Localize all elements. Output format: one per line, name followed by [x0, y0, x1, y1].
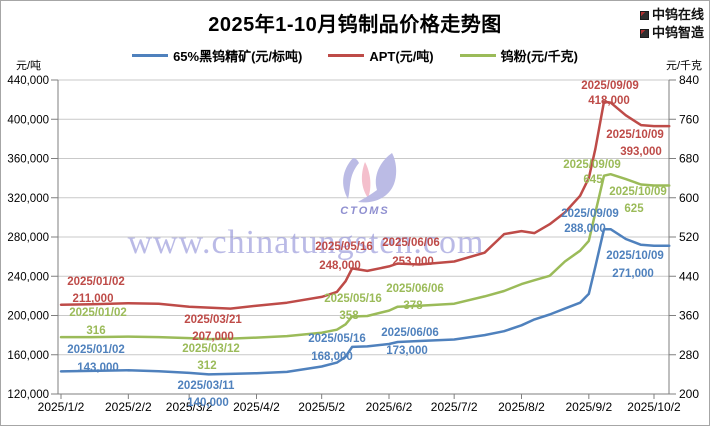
annotation-date: 2025/03/21: [184, 314, 242, 326]
annotation-date: 2025/01/02: [67, 276, 125, 288]
y-axis-tick-label: 120,000: [7, 389, 49, 401]
y-axis-tick-label: 320,000: [7, 193, 49, 205]
left-axis-unit: 元/吨: [16, 60, 42, 72]
y-axis-tick-label: 680: [679, 152, 699, 166]
annotation-date: 2025/06/06: [381, 327, 439, 339]
annotation-date: 2025/03/11: [178, 380, 236, 392]
annotation-date: 2025/01/02: [67, 344, 125, 356]
annotation-date: 2025/09/09: [561, 208, 619, 220]
legend-item-ore: 65%黑钨精矿(元/标吨): [132, 46, 302, 65]
legend-item-powder: 钨粉(元/千克): [459, 46, 578, 65]
annotation-value: 358: [339, 310, 359, 322]
annotation-date: 2025/06/06: [382, 237, 440, 249]
right-axis-unit: 元/千克: [666, 60, 703, 72]
annotation-value: 393,000: [620, 146, 662, 158]
x-axis-tick-label: 2025/10/2: [627, 400, 681, 414]
y-axis-tick-label: 240,000: [7, 271, 49, 283]
series-line-0: [59, 227, 671, 376]
annotation-date: 2025/05/16: [324, 293, 382, 305]
legend-line-swatch-ore: [132, 54, 169, 57]
y-axis-tick-label: 840: [679, 73, 699, 87]
annotation-date: 2025/10/09: [606, 250, 664, 262]
x-axis-tick-label: 2025/6/2: [366, 400, 413, 414]
annotation-date: 2025/06/06: [386, 283, 444, 295]
annotation-value: 645: [583, 174, 603, 186]
annotation-date: 2025/05/16: [308, 333, 366, 345]
annotation-date: 2025/09/09: [563, 159, 621, 171]
annotation-value: 168,000: [311, 351, 353, 363]
y-axis-tick-label: 520: [679, 230, 699, 244]
annotation-value: 140,000: [187, 397, 229, 409]
x-axis-tick-label: 2025/5/2: [298, 400, 345, 414]
x-axis-tick-label: 2025/7/2: [431, 400, 478, 414]
watermark-logo: CTOMS: [340, 153, 397, 217]
y-axis-tick-label: 600: [679, 191, 699, 205]
annotation-value: 288,000: [564, 223, 606, 235]
series-line-2: [59, 172, 671, 341]
legend-item-apt: APT(元/吨): [328, 46, 434, 65]
y-axis-tick-label: 360: [679, 309, 699, 323]
x-axis-tick-label: 2025/1/2: [38, 400, 85, 414]
annotation-value: 253,000: [392, 256, 434, 268]
annotation-date: 2025/10/09: [606, 129, 664, 141]
annotation-date: 2025/09/09: [581, 80, 639, 92]
brand-link-ctia[interactable]: 中钨在线: [639, 6, 704, 24]
legend-line-swatch-powder: [459, 54, 496, 57]
annotation-value: 211,000: [73, 293, 114, 305]
y-axis-tick-label: 440,000: [7, 75, 49, 87]
legend-label: 65%黑钨精矿(元/标吨): [173, 49, 303, 64]
y-axis-tick-label: 360,000: [7, 154, 49, 166]
legend-label: 钨粉(元/千克): [500, 49, 578, 64]
legend-line-swatch-apt: [328, 54, 365, 57]
x-axis-tick-label: 2025/9/2: [565, 400, 612, 414]
annotation-value: 207,000: [192, 331, 234, 343]
annotation-value: 316: [86, 325, 105, 337]
watermark-logo-right-swoosh: [358, 153, 397, 203]
legend-label: APT(元/吨): [369, 49, 434, 64]
brand-links: 中钨在线 中钨智造: [639, 6, 704, 42]
annotation-value: 173,000: [386, 345, 428, 357]
watermark-logo-left-swoosh: [343, 158, 359, 199]
annotation-date: 2025/05/16: [315, 241, 373, 253]
y-axis-tick-label: 200: [679, 387, 699, 401]
brand-link-ctoms[interactable]: 中钨智造: [639, 24, 704, 42]
brand-label: 中钨智造: [651, 25, 704, 40]
y-axis-tick-label: 400,000: [7, 114, 49, 126]
y-axis-tick-label: 440: [679, 269, 699, 283]
annotation-date: 2025/10/09: [609, 186, 667, 198]
annotation-value: 625: [624, 203, 644, 215]
x-axis-tick-label: 2025/4/2: [233, 400, 280, 414]
y-axis-tick-label: 280: [679, 348, 699, 362]
annotation-value: 418,000: [588, 95, 630, 107]
y-axis-tick-label: 160,000: [7, 350, 49, 362]
watermark-text: www.chinatungsten.com: [128, 224, 485, 261]
chart-title: 2025年1-10月钨制品价格走势图: [208, 14, 502, 36]
annotation-date: 2025/03/12: [182, 343, 240, 355]
annotation-date: 2025/01/02: [69, 307, 127, 319]
brand-label: 中钨在线: [651, 7, 704, 22]
annotation-value: 271,000: [612, 268, 654, 280]
annotation-value: 378: [403, 300, 423, 312]
series-line-1: [59, 100, 671, 310]
chart-legend: 65%黑钨精矿(元/标吨) APT(元/吨) 钨粉(元/千克): [1, 46, 709, 65]
annotation-value: 248,000: [319, 260, 361, 272]
ctoms-favicon-icon: [639, 28, 649, 38]
x-axis-tick-label: 2025/8/2: [498, 400, 545, 414]
y-axis-tick-label: 280,000: [7, 232, 49, 244]
y-axis-tick-label: 200,000: [7, 311, 49, 323]
ctia-favicon-icon: [639, 10, 649, 20]
y-axis-tick-label: 760: [679, 112, 699, 126]
watermark-logo-flame: [361, 162, 371, 198]
annotation-value: 312: [197, 360, 216, 372]
x-axis-tick-label: 2025/2/2: [105, 400, 152, 414]
watermark-logo-text: CTOMS: [340, 205, 390, 217]
annotation-value: 143,000: [77, 362, 119, 374]
x-axis-tick-label: 2025/3/2: [166, 400, 213, 414]
